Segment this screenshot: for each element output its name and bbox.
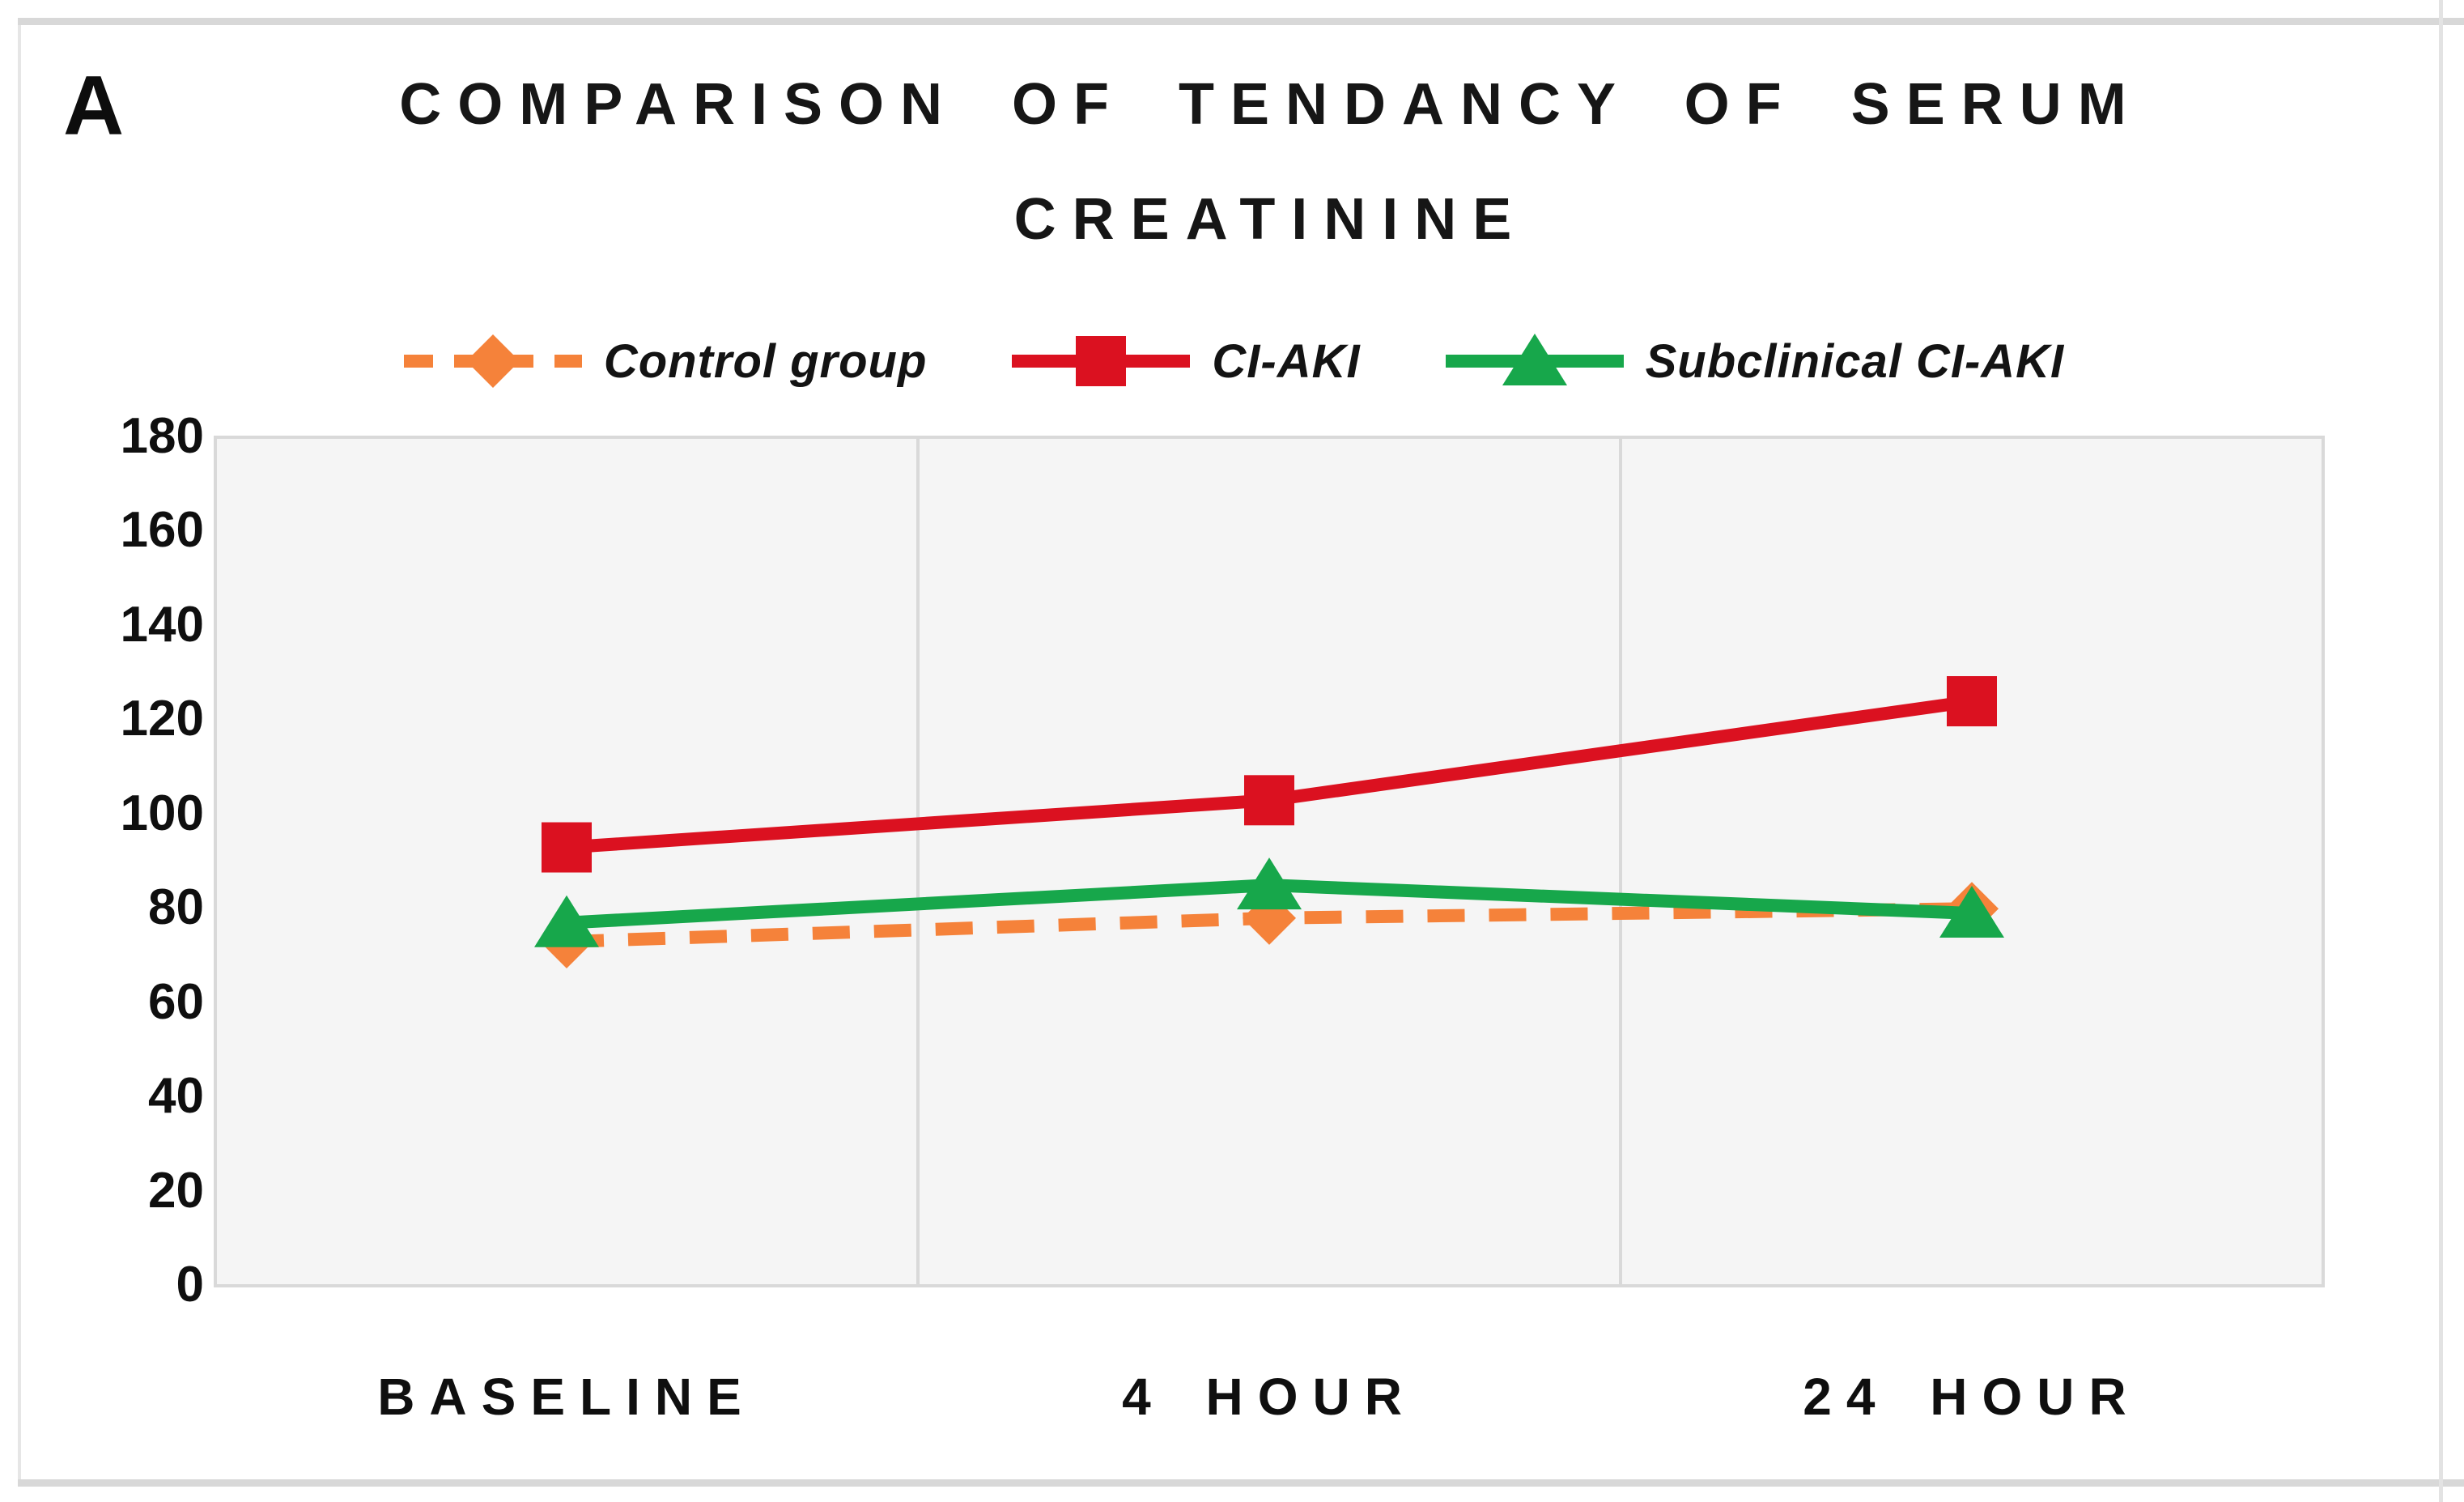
y-tick-label-120: 120 (120, 691, 204, 747)
series-subclinical-ci-aki (534, 857, 2004, 947)
figure-border-right (2439, 0, 2443, 1502)
y-tick-label-20: 20 (148, 1162, 204, 1219)
legend-label: CI-AKI (1212, 334, 1361, 388)
legend-swatch-triangle (1445, 334, 1624, 385)
square-marker (1947, 676, 1997, 727)
triangle-marker (1939, 886, 2004, 938)
y-tick-label-60: 60 (148, 973, 204, 1030)
series-ci-aki (542, 676, 1997, 873)
legend-swatch-square (1012, 336, 1191, 386)
y-tick-label-80: 80 (148, 879, 204, 936)
y-tick-label-140: 140 (120, 596, 204, 653)
square-marker (1244, 775, 1294, 826)
panel-label: A (63, 59, 125, 153)
legend-swatch-diamond (403, 334, 582, 388)
y-tick-label-0: 0 (176, 1257, 204, 1313)
chart-title-line1: COMPARISON OF TENDANCY OF SERUM (399, 72, 2143, 137)
chart-legend: Control group CI-AKI Subclinical CI-AKI (0, 322, 2464, 400)
legend-label: Subclinical CI-AKI (1645, 334, 2065, 388)
x-tick-label-4-hour: 4 HOUR (1122, 1368, 1417, 1426)
triangle-marker (534, 895, 599, 947)
figure-border-left (18, 25, 21, 1479)
figure-border-top (18, 18, 2464, 25)
y-tick-label-100: 100 (120, 785, 204, 841)
legend-item-ci-aki: CI-AKI (1008, 322, 1360, 400)
triangle-marker (1502, 334, 1567, 385)
chart-title-line2: CREATININE (1013, 187, 1528, 252)
y-tick-label-180: 180 (120, 408, 204, 465)
square-marker (542, 822, 592, 873)
figure-border-bottom (18, 1479, 2464, 1487)
legend-label: Control group (603, 334, 928, 388)
x-tick-label-24-hour: 24 HOUR (1803, 1368, 2141, 1426)
triangle-marker (1237, 857, 1302, 910)
x-tick-label-baseline: BASELINE (377, 1368, 756, 1426)
y-tick-label-160: 160 (120, 502, 204, 559)
legend-item-control-group: Control group (400, 322, 928, 400)
legend-item-subclinical-ci-aki: Subclinical CI-AKI (1442, 322, 2065, 400)
y-tick-label-40: 40 (148, 1068, 204, 1125)
square-marker (1076, 336, 1127, 386)
diamond-marker (465, 334, 520, 388)
plot-area (214, 436, 2325, 1287)
chart-title: COMPARISON OF TENDANCY OF SERUM CREATINI… (81, 47, 2461, 277)
